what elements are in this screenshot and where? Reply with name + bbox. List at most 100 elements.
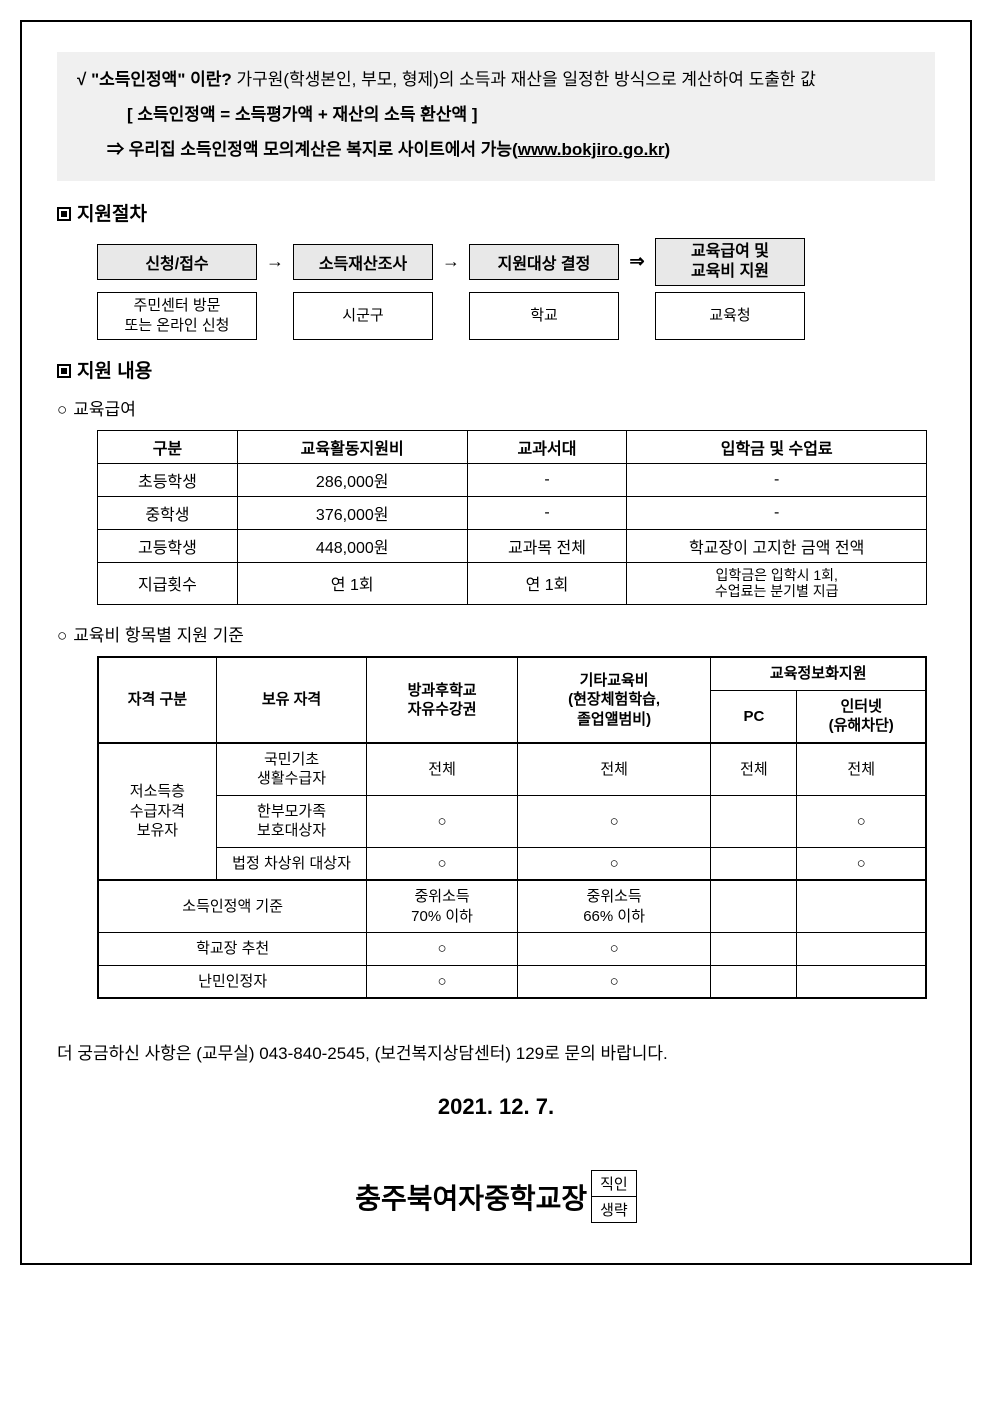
table-row: 구분 교육활동지원비 교과서대 입학금 및 수업료 <box>98 430 927 463</box>
section-content-heading: 지원 내용 <box>57 356 935 383</box>
contact-line: 더 궁금하신 사항은 (교무실) 043-840-2545, (보건복지상담센터… <box>57 1039 935 1064</box>
cell: 448,000원 <box>237 529 467 562</box>
th-etc: 기타교육비 (현장체험학습, 졸업앨범비) <box>517 657 711 743</box>
th-after: 방과후학교 자유수강권 <box>367 657 518 743</box>
square-bullet-icon <box>57 207 71 221</box>
flow-sub-3: 학교 <box>469 292 619 340</box>
stamp-line-1: 직인 <box>592 1171 636 1197</box>
cell: ○ <box>797 795 926 847</box>
cell: ○ <box>517 933 711 966</box>
cell: 입학금은 입학시 1회, 수업료는 분기별 지급 <box>627 562 927 605</box>
cell <box>797 933 926 966</box>
th-net: 인터넷 (유해차단) <box>797 690 926 743</box>
info-box: √ "소득인정액" 이란? 가구원(학생본인, 부모, 형제)의 소득과 재산을… <box>57 52 935 181</box>
table-row: 초등학생 286,000원 - - <box>98 463 927 496</box>
arrow-icon: ⇒ <box>619 251 655 272</box>
cell: - <box>627 463 927 496</box>
sub-heading-criteria: ○교육비 항목별 지원 기준 <box>57 621 935 646</box>
procedure-flow: 신청/접수 → 소득재산조사 → 지원대상 결정 ⇒ 교육급여 및 교육비 지원… <box>57 238 935 340</box>
cell <box>797 880 926 933</box>
cell: 국민기초 생활수급자 <box>216 743 367 796</box>
cell: ○ <box>797 847 926 880</box>
sub-heading-criteria-label: 교육비 항목별 지원 기준 <box>73 626 244 645</box>
sub-heading-benefit-label: 교육급여 <box>73 400 136 419</box>
table-row: 학교장 추천 ○ ○ <box>98 933 926 966</box>
cell: 지급횟수 <box>98 562 238 605</box>
table-row: 난민인정자 ○ ○ <box>98 965 926 998</box>
info-desc: 가구원(학생본인, 부모, 형제)의 소득과 재산을 일정한 방식으로 계산하여… <box>232 70 816 89</box>
signature-title: 충주북여자중학교장 <box>355 1177 587 1217</box>
cell: ○ <box>367 847 518 880</box>
flow-step-4: 교육급여 및 교육비 지원 <box>655 238 805 286</box>
th-category: 구분 <box>98 430 238 463</box>
info-line-1: √ "소득인정액" 이란? 가구원(학생본인, 부모, 형제)의 소득과 재산을… <box>77 66 915 95</box>
cell: 376,000원 <box>237 496 467 529</box>
th-activity: 교육활동지원비 <box>237 430 467 463</box>
cell: 법정 차상위 대상자 <box>216 847 367 880</box>
th-info: 교육정보화지원 <box>711 657 926 690</box>
table-row: 소득인정액 기준 중위소득 70% 이하 중위소득 66% 이하 <box>98 880 926 933</box>
section-procedure-heading: 지원절차 <box>57 199 935 226</box>
th-qual: 자격 구분 <box>98 657 216 743</box>
table-row: 고등학생 448,000원 교과목 전체 학교장이 고지한 금액 전액 <box>98 529 927 562</box>
cell: 교과목 전체 <box>467 529 627 562</box>
flow-step-1: 신청/접수 <box>97 244 257 280</box>
cell: 중위소득 66% 이하 <box>517 880 711 933</box>
stamp-line-2: 생략 <box>592 1197 636 1222</box>
flow-sub-4: 교육청 <box>655 292 805 340</box>
flow-step-3: 지원대상 결정 <box>469 244 619 280</box>
th-pc: PC <box>711 690 797 743</box>
cell: 전체 <box>711 743 797 796</box>
table-row: 법정 차상위 대상자 ○ ○ ○ <box>98 847 926 880</box>
info-question: "소득인정액" 이란? <box>91 70 232 89</box>
cell-group4: 난민인정자 <box>98 965 367 998</box>
cell: 연 1회 <box>237 562 467 605</box>
bokjiro-url[interactable]: www.bokjiro.go.kr <box>518 140 665 159</box>
signature-block: 충주북여자중학교장 직인 생략 <box>57 1170 935 1223</box>
cell <box>711 847 797 880</box>
flow-step-2: 소득재산조사 <box>293 244 433 280</box>
th-hold: 보유 자격 <box>216 657 367 743</box>
stamp-box: 직인 생략 <box>591 1170 637 1223</box>
cell: ○ <box>517 965 711 998</box>
section-procedure-label: 지원절차 <box>77 204 147 225</box>
cell: ○ <box>367 795 518 847</box>
cell: ○ <box>517 847 711 880</box>
cell-group1: 저소득층 수급자격 보유자 <box>98 743 216 881</box>
link-prefix: ⇒ 우리집 소득인정액 모의계산은 복지로 사이트에서 가능( <box>107 140 518 159</box>
link-line: ⇒ 우리집 소득인정액 모의계산은 복지로 사이트에서 가능(www.bokji… <box>77 136 915 165</box>
cell: - <box>467 463 627 496</box>
document-page: √ "소득인정액" 이란? 가구원(학생본인, 부모, 형제)의 소득과 재산을… <box>20 20 972 1265</box>
formula-line: [ 소득인정액 = 소득평가액 + 재산의 소득 환산액 ] <box>77 101 915 130</box>
cell: 전체 <box>367 743 518 796</box>
cell <box>711 933 797 966</box>
cell: ○ <box>367 933 518 966</box>
cell: 초등학생 <box>98 463 238 496</box>
section-content-label: 지원 내용 <box>77 361 152 382</box>
flow-sub-row: 주민센터 방문 또는 온라인 신청 시군구 학교 교육청 <box>97 292 935 340</box>
circle-bullet-icon: ○ <box>57 400 67 419</box>
cell-group3: 학교장 추천 <box>98 933 367 966</box>
cell: 중위소득 70% 이하 <box>367 880 518 933</box>
sub-heading-benefit: ○ 교육급여 <box>57 395 935 420</box>
cell: 중학생 <box>98 496 238 529</box>
cell: - <box>627 496 927 529</box>
flow-sub-1: 주민센터 방문 또는 온라인 신청 <box>97 292 257 340</box>
arrow-icon: → <box>257 251 293 272</box>
check-mark: √ <box>77 70 91 89</box>
flow-sub-2: 시군구 <box>293 292 433 340</box>
table-row: 자격 구분 보유 자격 방과후학교 자유수강권 기타교육비 (현장체험학습, 졸… <box>98 657 926 690</box>
cell: 고등학생 <box>98 529 238 562</box>
flow-header-row: 신청/접수 → 소득재산조사 → 지원대상 결정 ⇒ 교육급여 및 교육비 지원 <box>97 238 935 286</box>
cell <box>797 965 926 998</box>
cell-group2: 소득인정액 기준 <box>98 880 367 933</box>
cell: ○ <box>517 795 711 847</box>
cell: 전체 <box>517 743 711 796</box>
cell <box>711 795 797 847</box>
table-row: 저소득층 수급자격 보유자 국민기초 생활수급자 전체 전체 전체 전체 <box>98 743 926 796</box>
table-row: 지급횟수 연 1회 연 1회 입학금은 입학시 1회, 수업료는 분기별 지급 <box>98 562 927 605</box>
cell: 한부모가족 보호대상자 <box>216 795 367 847</box>
cell: 연 1회 <box>467 562 627 605</box>
benefit-table: 구분 교육활동지원비 교과서대 입학금 및 수업료 초등학생 286,000원 … <box>97 430 927 606</box>
document-date: 2021. 12. 7. <box>57 1094 935 1120</box>
